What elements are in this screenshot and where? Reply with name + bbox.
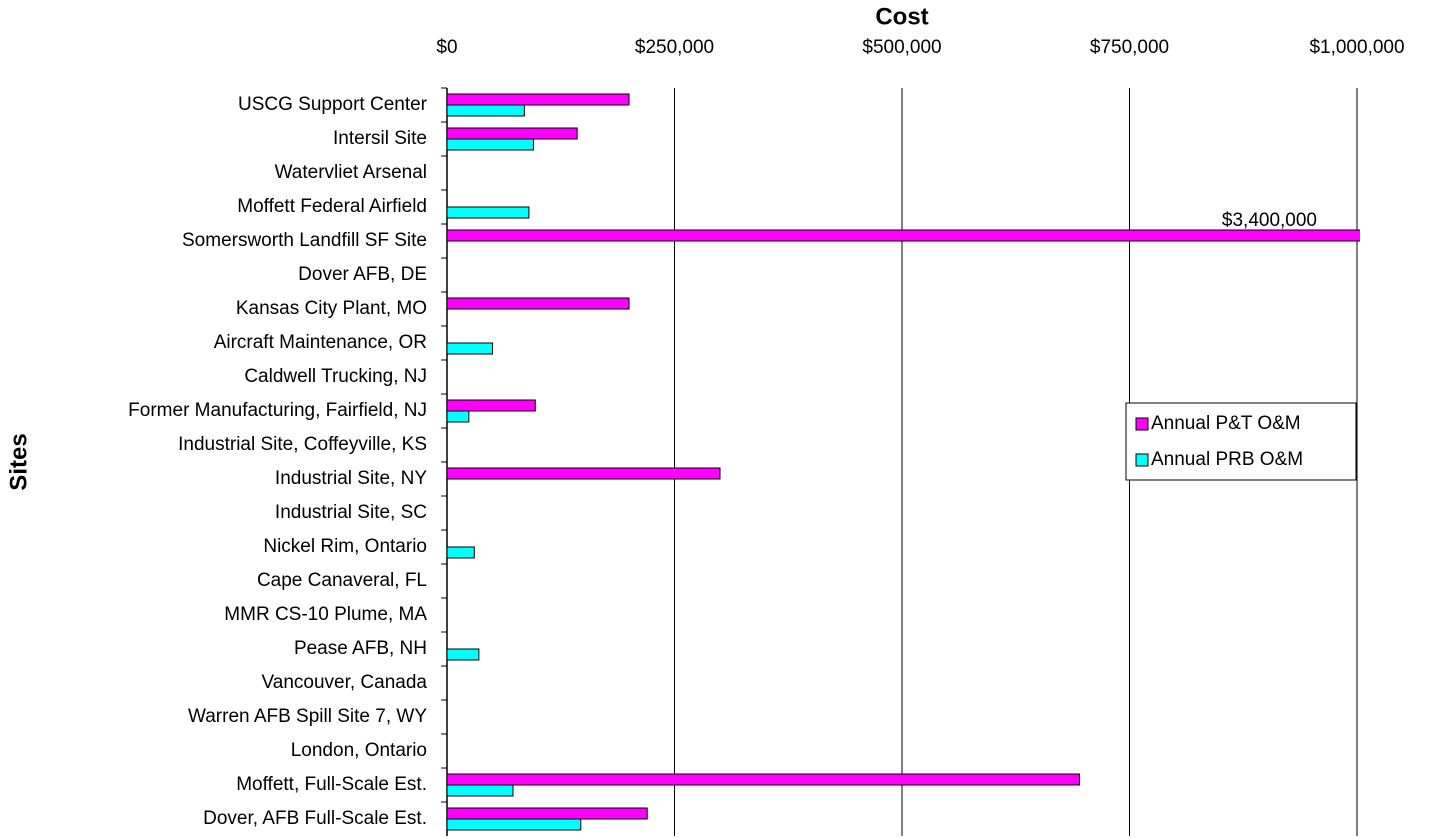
legend-box [1125, 402, 1357, 481]
bar [447, 342, 493, 355]
bar [447, 399, 536, 412]
y-tick-label: MMR CS-10 Plume, MA [224, 604, 427, 625]
y-tick-label: Somersworth Landfill SF Site [182, 230, 427, 251]
y-tick-label: Watervliet Arsenal [275, 162, 427, 183]
y-tick-label: Warren AFB Spill Site 7, WY [188, 706, 427, 727]
y-tick-label: Industrial Site, SC [275, 502, 427, 523]
bar [447, 807, 648, 820]
y-tick-label: Caldwell Trucking, NJ [244, 366, 427, 387]
y-tick-label: London, Ontario [291, 740, 427, 761]
y-tick-label: Intersil Site [333, 128, 427, 149]
x-tick-label: $0 [436, 37, 457, 58]
bars [447, 93, 1360, 831]
bar [447, 410, 470, 423]
y-tick-label: Industrial Site, Coffeyville, KS [178, 434, 427, 455]
legend-swatch [1135, 453, 1149, 467]
legend-label: Annual PRB O&M [1151, 449, 1303, 470]
bar [447, 467, 721, 480]
bar [447, 206, 530, 219]
bar [447, 297, 630, 310]
y-tick-label: Pease AFB, NH [294, 638, 427, 659]
y-tick-label: Aircraft Maintenance, OR [214, 332, 427, 353]
value-label: $3,400,000 [1222, 210, 1317, 231]
y-tick-label: Dover AFB, DE [298, 264, 427, 285]
y-tick-label: USCG Support Center [238, 94, 428, 115]
y-tick-label: Nickel Rim, Ontario [263, 536, 427, 557]
x-tick-label: $750,000 [1090, 37, 1169, 58]
bar [447, 127, 578, 140]
chart-title: Cost [875, 3, 928, 30]
y-tick-label: Moffett, Full-Scale Est. [236, 774, 427, 795]
x-tick-label: $250,000 [635, 37, 714, 58]
legend-swatch [1135, 417, 1149, 431]
y-tick-label: Kansas City Plant, MO [236, 298, 427, 319]
y-tick-label: Cape Canaveral, FL [257, 570, 427, 591]
y-tick-label: Former Manufacturing, Fairfield, NJ [128, 400, 427, 421]
y-tick-label: Vancouver, Canada [262, 672, 428, 693]
x-tick-label: $500,000 [862, 37, 941, 58]
bar [447, 818, 582, 831]
bar [447, 138, 534, 151]
bar [447, 784, 514, 797]
bar [447, 773, 1080, 786]
legend-label: Annual P&T O&M [1151, 413, 1301, 434]
bar [447, 229, 1360, 242]
bar [447, 93, 630, 106]
y-tick-label: Dover, AFB Full-Scale Est. [203, 808, 427, 829]
x-tick-label: $1,000,000 [1309, 37, 1404, 58]
y-axis-label: Sites [5, 433, 32, 490]
y-tick-label: Industrial Site, NY [275, 468, 427, 489]
bar [447, 104, 525, 117]
y-tick-label: Moffett Federal Airfield [237, 196, 427, 217]
bar [447, 648, 480, 661]
bar [447, 546, 475, 559]
